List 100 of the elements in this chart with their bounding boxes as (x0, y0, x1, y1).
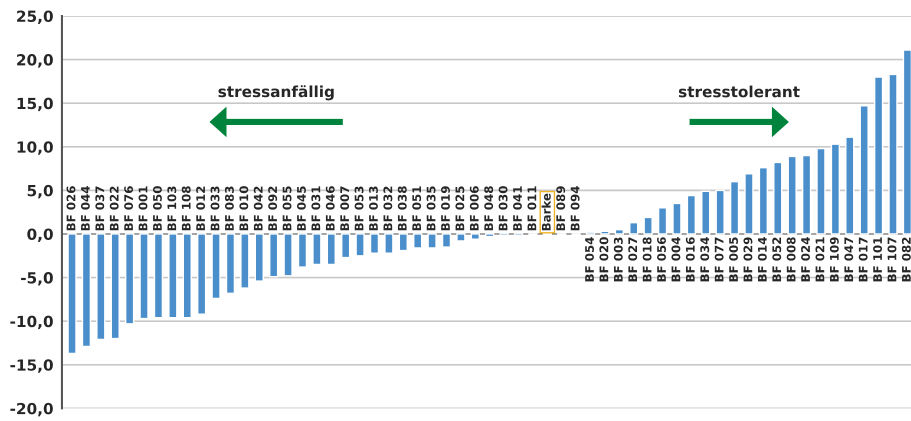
x-tick-label: BF 010 (239, 186, 248, 230)
y-tick-label: -10,0 (10, 316, 53, 330)
y-tick-label: -20,0 (10, 402, 53, 416)
x-tick-label: BF 046 (326, 186, 335, 230)
x-tick-label: BF 054 (585, 237, 594, 282)
x-tick-label: BF 030 (498, 186, 508, 230)
bar (643, 216, 653, 235)
x-tick-label: BF 055 (282, 186, 292, 230)
x-tick-label: BF 018 (642, 237, 652, 282)
annotation: stressanfällig (218, 85, 334, 100)
x-tick-label: BF 056 (657, 237, 666, 282)
x-tick-label: BF 107 (887, 238, 896, 282)
x-tick-label: BF 045 (296, 186, 306, 230)
bar (860, 105, 869, 235)
bar (154, 233, 164, 318)
bar (874, 76, 884, 235)
x-tick-label: BF 052 (772, 238, 782, 282)
bar (240, 233, 250, 289)
x-tick-label: BF 108 (182, 186, 191, 230)
bar (629, 222, 638, 235)
x-tick-label: BF 024 (801, 237, 810, 282)
x-tick-label: BF 038 (398, 186, 407, 230)
bar (67, 233, 77, 354)
y-tick-label: 25,0 (17, 10, 53, 24)
x-tick-label: BF 053 (354, 186, 364, 230)
x-tick-label: BF 103 (167, 186, 176, 230)
x-tick-label: BF 032 (383, 186, 392, 230)
x-tick-label: BF 005 (729, 237, 738, 282)
x-tick-label: BF 008 (786, 237, 796, 282)
bar (845, 136, 854, 235)
bar (614, 228, 624, 235)
x-tick-label: BF 013 (368, 186, 378, 230)
x-tick-label: BF 003 (614, 238, 623, 282)
x-tick-label: BF 101 (873, 237, 882, 282)
bar (773, 162, 782, 235)
bar (110, 233, 120, 340)
bar (124, 233, 134, 324)
x-tick-label: BF 042 (254, 186, 263, 230)
bar (413, 233, 422, 249)
x-tick-label: BF 011 (527, 186, 536, 230)
x-tick-label: BF 109 (830, 237, 839, 282)
bar (701, 190, 710, 235)
x-tick-label: BF 037 (95, 186, 104, 230)
bar (182, 233, 192, 318)
x-tick-label: BF 025 (455, 186, 464, 230)
x-tick-label: BF 094 (570, 186, 580, 230)
x-tick-label: BF 004 (671, 237, 680, 282)
x-tick-label: BF 034 (700, 237, 710, 282)
bar (269, 233, 278, 278)
y-tick-label: 5,0 (28, 184, 53, 198)
bar (485, 233, 494, 238)
x-tick-label: BF 020 (599, 237, 608, 282)
bar (758, 167, 768, 235)
x-tick-label: BF 006 (470, 186, 479, 230)
bar (672, 202, 682, 235)
x-tick-label: BF 022 (110, 186, 119, 230)
x-tick-label: BF 029 (743, 237, 752, 282)
bar (442, 233, 452, 248)
x-tick-label: BF 092 (268, 186, 278, 230)
x-tick-label: BF 035 (426, 186, 436, 230)
bar (226, 233, 236, 294)
bar (197, 233, 206, 315)
bar (658, 207, 668, 235)
x-tick-label: BF 001 (138, 186, 148, 230)
x-tick-label: BF 047 (844, 238, 854, 282)
x-tick-label: BF 033 (210, 186, 220, 230)
bar (902, 49, 911, 235)
bar (298, 233, 308, 268)
bar (470, 233, 480, 240)
x-tick-label: BF 026 (66, 186, 76, 230)
x-tick-label: BF 019 (441, 186, 450, 230)
x-tick-label: BF 083 (224, 186, 234, 230)
bar (283, 233, 293, 277)
x-tick-label: BF 017 (858, 238, 868, 282)
bar (82, 233, 92, 348)
bar (427, 233, 437, 249)
bar (802, 154, 812, 235)
bar (730, 180, 740, 235)
x-tick-label: BF 031 (311, 186, 320, 230)
bar (254, 233, 264, 282)
bar (686, 194, 696, 235)
bar (96, 233, 106, 340)
x-tick-label: BF 050 (152, 186, 162, 230)
y-tick-label: 15,0 (18, 98, 53, 112)
bar (744, 173, 754, 235)
x-tick-label: BF 007 (340, 186, 350, 230)
bar (788, 156, 797, 235)
y-tick-label: -5,0 (21, 272, 53, 286)
bar (355, 233, 365, 256)
bar (211, 233, 221, 300)
x-tick-label: BF 016 (686, 237, 695, 282)
annotation: stresstolerant (678, 86, 800, 98)
bar (168, 233, 178, 318)
x-tick-label: BF 041 (513, 186, 522, 230)
bar (456, 233, 466, 242)
y-tick-label: -15,0 (10, 359, 53, 373)
x-tick-label: Barke (542, 194, 551, 230)
x-tick-label: BF 044 (80, 186, 90, 230)
x-tick-label: BF 021 (815, 237, 824, 282)
bar (716, 190, 725, 235)
